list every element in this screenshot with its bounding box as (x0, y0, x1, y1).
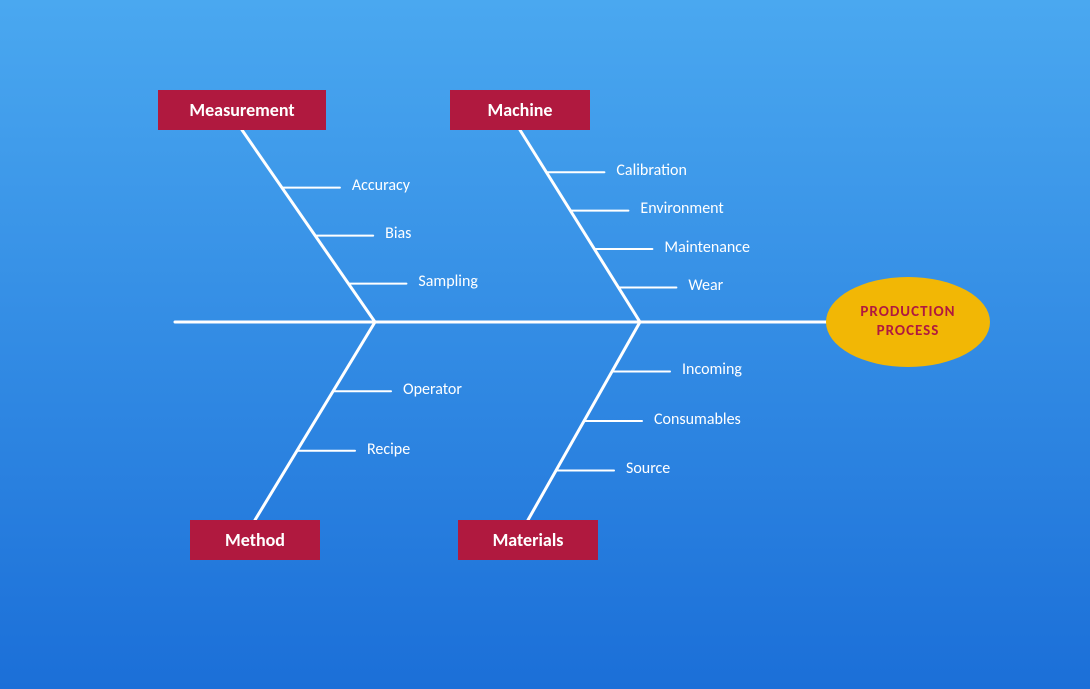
cause-materials-2: Incoming (682, 360, 742, 379)
effect-head: PRODUCTION PROCESS (832, 277, 984, 367)
cause-measurement-0: Accuracy (352, 176, 410, 195)
category-measurement: Measurement (158, 90, 326, 130)
fishbone-diagram: PRODUCTION PROCESS Measurement Accuracy Bia… (0, 0, 1090, 689)
cause-materials-0: Source (626, 459, 670, 478)
category-method: Method (190, 520, 320, 560)
cause-measurement-1: Bias (385, 224, 411, 243)
cause-method-0: Recipe (367, 440, 410, 459)
cause-method-1: Operator (403, 380, 462, 399)
cause-machine-1: Environment (640, 199, 723, 218)
cause-materials-1: Consumables (654, 410, 741, 429)
cause-measurement-2: Sampling (418, 272, 477, 291)
cause-machine-3: Wear (688, 276, 723, 295)
category-machine: Machine (450, 90, 590, 130)
category-materials: Materials (458, 520, 598, 560)
cause-machine-2: Maintenance (664, 238, 750, 257)
cause-machine-0: Calibration (616, 161, 686, 180)
